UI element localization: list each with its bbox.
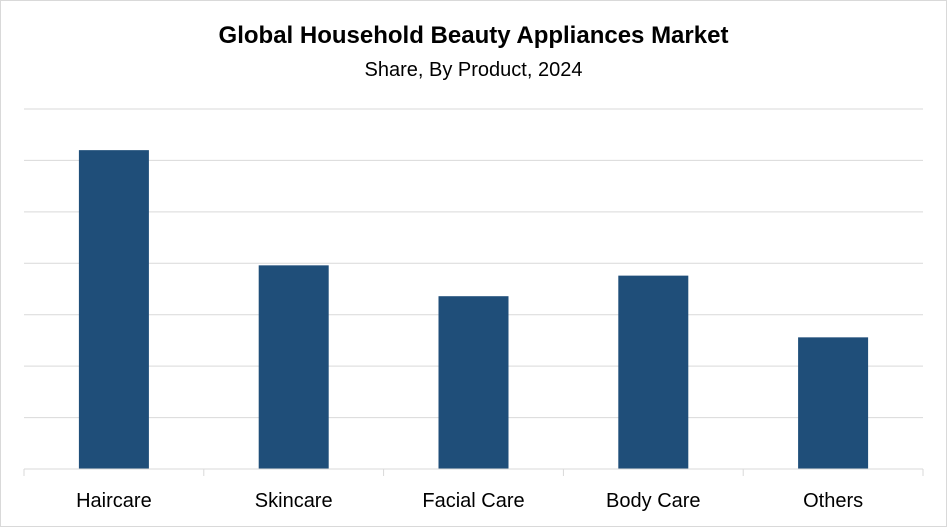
chart-subtitle: Share, By Product, 2024 <box>364 59 583 81</box>
bar-skincare <box>258 265 329 469</box>
bar-facial-care <box>438 296 509 469</box>
bar-others <box>798 337 869 469</box>
x-tick-label: Skincare <box>255 490 333 512</box>
chart-title: Global Household Beauty Appliances Marke… <box>218 22 729 49</box>
x-tick-label: Facial Care <box>422 490 524 512</box>
x-tick-label: Others <box>803 490 863 512</box>
bar-haircare <box>78 150 149 469</box>
x-tick-label: Body Care <box>606 490 701 512</box>
bar-body-care <box>618 275 689 469</box>
x-tick-label: Haircare <box>76 490 152 512</box>
